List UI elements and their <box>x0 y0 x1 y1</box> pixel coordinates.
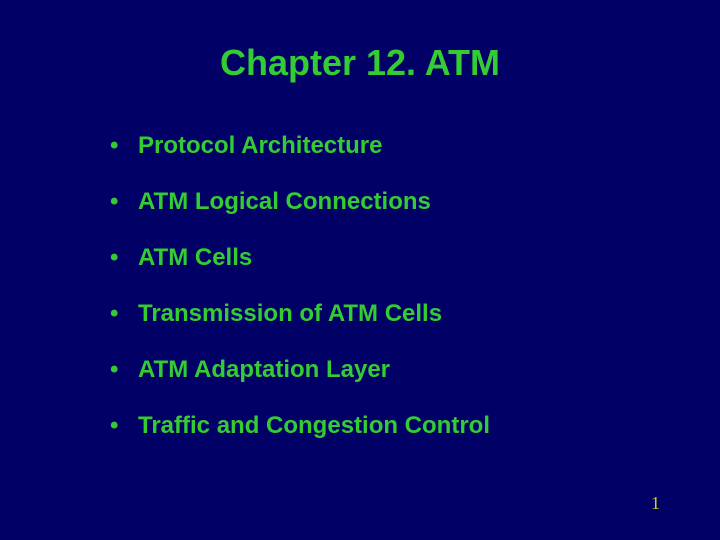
list-item: ATM Logical Connections <box>110 188 660 216</box>
list-item: Traffic and Congestion Control <box>110 412 660 440</box>
list-item: Protocol Architecture <box>110 132 660 160</box>
page-number: 1 <box>651 493 660 514</box>
list-item: ATM Cells <box>110 244 660 272</box>
list-item: Transmission of ATM Cells <box>110 300 660 328</box>
slide-title: Chapter 12. ATM <box>0 0 720 104</box>
list-item: ATM Adaptation Layer <box>110 356 660 384</box>
bullet-list: Protocol Architecture ATM Logical Connec… <box>0 104 720 440</box>
